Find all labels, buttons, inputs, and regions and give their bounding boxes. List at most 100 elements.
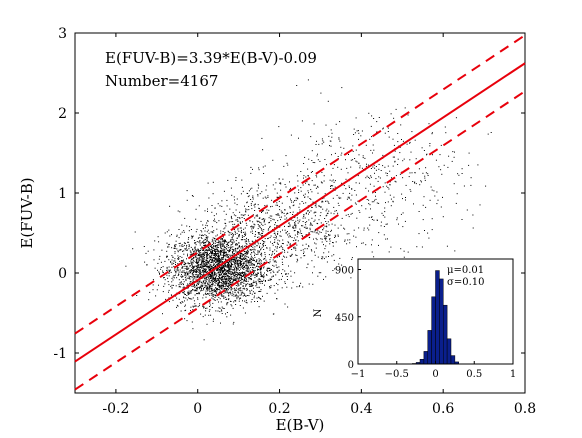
data-point — [264, 256, 266, 258]
data-point — [338, 197, 340, 199]
data-point — [311, 180, 313, 182]
data-point — [170, 261, 171, 263]
data-point — [236, 263, 238, 265]
data-point — [315, 232, 317, 234]
data-point — [303, 255, 305, 257]
data-point — [184, 265, 186, 267]
x-tick-label: 0.2 — [268, 401, 290, 417]
data-point — [258, 287, 260, 289]
data-point — [388, 251, 390, 253]
data-point — [206, 249, 208, 251]
data-point — [233, 257, 235, 259]
data-point — [277, 239, 279, 241]
data-point — [251, 274, 253, 275]
data-point — [164, 232, 166, 234]
data-point — [226, 271, 228, 272]
data-point — [277, 231, 279, 233]
data-point — [246, 268, 248, 270]
data-point — [209, 246, 211, 247]
data-point — [280, 278, 282, 280]
data-point — [202, 224, 204, 226]
data-point — [203, 306, 205, 308]
data-point — [248, 278, 250, 280]
data-point — [304, 248, 306, 250]
data-point — [338, 196, 340, 198]
data-point — [234, 267, 235, 269]
data-point — [238, 242, 240, 244]
data-point — [252, 168, 253, 170]
data-point — [301, 120, 303, 122]
data-point — [192, 268, 194, 269]
data-point — [238, 274, 240, 276]
data-point — [239, 260, 241, 262]
data-point — [184, 248, 186, 250]
data-point — [402, 226, 404, 228]
data-point — [297, 232, 299, 234]
data-point — [315, 204, 317, 206]
data-point — [323, 197, 325, 199]
data-point — [344, 239, 346, 241]
data-point — [166, 266, 168, 268]
data-point — [221, 278, 223, 280]
data-point — [265, 197, 267, 199]
data-point — [219, 291, 221, 293]
data-point — [175, 274, 176, 276]
data-point — [225, 313, 226, 315]
data-point — [179, 293, 181, 295]
data-point — [370, 216, 372, 218]
data-point — [194, 283, 195, 285]
data-point — [206, 265, 207, 267]
data-point — [235, 295, 237, 296]
data-point — [224, 276, 226, 278]
data-point — [252, 214, 254, 216]
data-point — [249, 286, 251, 287]
data-point — [328, 210, 330, 212]
data-point — [239, 287, 241, 289]
data-point — [209, 241, 211, 243]
data-point — [193, 250, 195, 252]
data-point — [239, 221, 241, 223]
data-point — [330, 174, 332, 176]
data-point — [203, 244, 205, 246]
data-point — [325, 210, 327, 212]
data-point — [232, 226, 234, 228]
data-point — [214, 281, 216, 283]
data-point — [377, 219, 378, 221]
data-point — [230, 268, 232, 270]
data-point — [301, 201, 303, 202]
data-point — [330, 145, 332, 147]
data-point — [220, 274, 222, 276]
data-point — [207, 236, 209, 238]
data-point — [235, 304, 237, 305]
data-point — [261, 246, 263, 248]
data-point — [236, 244, 238, 246]
data-point — [211, 249, 213, 251]
data-point — [230, 314, 232, 316]
data-point — [250, 267, 252, 268]
data-point — [196, 268, 198, 270]
data-point — [313, 220, 315, 222]
data-point — [237, 282, 239, 284]
data-point — [296, 217, 298, 219]
data-point — [236, 262, 238, 264]
data-point — [380, 221, 382, 223]
data-point — [246, 201, 248, 203]
data-point — [271, 254, 273, 256]
data-point — [189, 263, 191, 264]
data-point — [446, 245, 448, 247]
data-point — [198, 254, 200, 256]
data-point — [264, 272, 265, 274]
data-point — [216, 289, 217, 290]
data-point — [191, 235, 192, 237]
data-point — [214, 251, 216, 252]
data-point — [200, 272, 202, 274]
data-point — [221, 257, 223, 258]
data-point — [402, 177, 404, 179]
data-point — [311, 250, 313, 252]
data-point — [220, 267, 221, 269]
data-point — [188, 237, 190, 238]
data-point — [399, 173, 401, 175]
data-point — [177, 267, 179, 269]
data-point — [212, 283, 214, 285]
data-point — [340, 224, 342, 226]
